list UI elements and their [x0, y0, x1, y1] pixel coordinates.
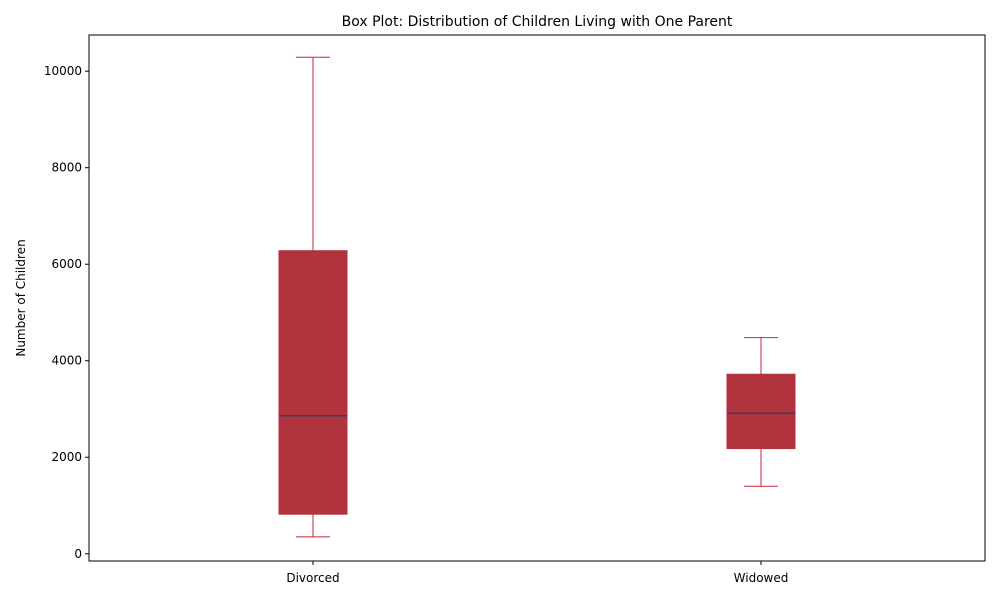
x-tick-label: Widowed [734, 571, 789, 585]
plot-area [278, 56, 796, 538]
y-axis-label: Number of Children [14, 239, 28, 356]
iqr-box [278, 250, 348, 515]
y-tick-label: 10000 [44, 64, 82, 78]
y-axis: 0 2000 4000 6000 8000 10000 [44, 64, 89, 561]
y-tick-label: 6000 [51, 257, 82, 271]
box-divorced [278, 56, 348, 538]
plot-frame [88, 34, 986, 562]
x-tick-label: Divorced [286, 571, 339, 585]
y-tick-label: 8000 [51, 161, 82, 175]
y-tick-label: 4000 [51, 354, 82, 368]
y-tick-label: 0 [74, 547, 82, 561]
x-axis: Divorced Widowed [286, 561, 788, 585]
box-widowed [726, 337, 796, 487]
iqr-box [726, 373, 796, 450]
chart-title: Box Plot: Distribution of Children Livin… [342, 14, 733, 30]
y-tick-label: 2000 [51, 450, 82, 464]
